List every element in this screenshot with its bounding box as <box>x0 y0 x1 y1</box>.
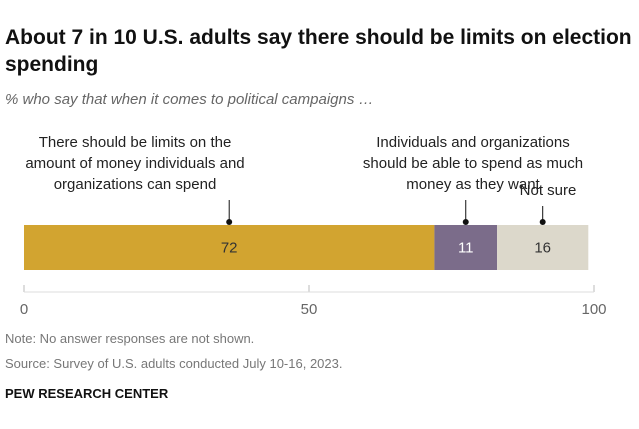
bar-segment <box>434 225 498 270</box>
leader-dot <box>539 219 546 225</box>
source: Source: Survey of U.S. adults conducted … <box>5 356 343 371</box>
value-label: 72 <box>221 239 238 256</box>
bar-segment <box>497 225 589 270</box>
leader-dot <box>226 219 233 225</box>
bar-segment <box>24 225 435 270</box>
note: Note: No answer responses are not shown. <box>5 331 255 346</box>
x-tick-label: 50 <box>301 301 318 318</box>
leader-dot <box>462 219 469 225</box>
value-label: 11 <box>458 239 474 256</box>
x-tick-label: 0 <box>20 301 28 318</box>
x-tick-label: 100 <box>581 301 606 318</box>
segment-label: Individuals and organizations should be … <box>362 134 584 193</box>
value-label: 16 <box>534 239 551 256</box>
segment-label: There should be limits on the amount of … <box>25 134 245 193</box>
segment-label: Not sure <box>519 182 577 199</box>
subtitle: % who say that when it comes to politica… <box>5 91 374 108</box>
chart-title: About 7 in 10 U.S. adults say there shou… <box>5 26 632 76</box>
footer: PEW RESEARCH CENTER <box>5 386 169 401</box>
